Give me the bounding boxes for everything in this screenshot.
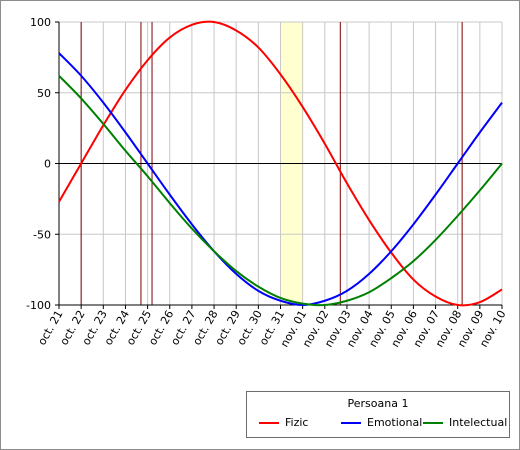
data-point-fizic: [457, 304, 459, 306]
data-point-intelectual: [80, 97, 82, 99]
data-point-fizic: [257, 46, 259, 48]
data-point-emotional: [434, 193, 436, 195]
data-point-intelectual: [479, 189, 481, 191]
data-point-fizic: [58, 201, 60, 203]
data-point-fizic: [434, 295, 436, 297]
data-point-fizic: [412, 278, 414, 280]
data-point-emotional: [368, 273, 370, 275]
data-point-intelectual: [412, 260, 414, 262]
legend-swatch-intelectual: [423, 422, 443, 424]
data-point-fizic: [169, 36, 171, 38]
data-point-intelectual: [169, 202, 171, 204]
data-point-emotional: [235, 273, 237, 275]
y-tick-label: 0: [44, 158, 51, 171]
data-point-intelectual: [390, 277, 392, 279]
data-point-emotional: [169, 193, 171, 195]
data-point-emotional: [390, 250, 392, 252]
series-line-intelectual: [58, 75, 503, 307]
y-tick-label: -100: [26, 299, 51, 312]
data-point-emotional: [279, 300, 281, 302]
data-point-intelectual: [279, 297, 281, 299]
data-point-fizic: [146, 59, 148, 61]
data-point-fizic: [235, 29, 237, 31]
data-point-intelectual: [501, 162, 503, 164]
data-point-emotional: [501, 101, 503, 103]
data-point-fizic: [191, 24, 193, 26]
legend-label-emotional: Emotional: [367, 416, 423, 429]
data-point-fizic: [368, 219, 370, 221]
data-point-fizic: [279, 73, 281, 75]
data-point-emotional: [324, 300, 326, 302]
data-point-intelectual: [58, 75, 60, 77]
data-point-emotional: [102, 101, 104, 103]
data-point-intelectual: [191, 227, 193, 229]
data-point-emotional: [479, 131, 481, 133]
data-point-intelectual: [213, 250, 215, 252]
data-point-fizic: [501, 288, 503, 290]
legend-label-intelectual: Intelectual: [449, 416, 508, 429]
data-point-emotional: [80, 75, 82, 77]
data-point-fizic: [124, 89, 126, 91]
legend-label-fizic: Fizic: [285, 416, 309, 429]
data-point-intelectual: [324, 304, 326, 306]
data-point-intelectual: [346, 300, 348, 302]
data-point-fizic: [213, 21, 215, 23]
data-point-intelectual: [301, 302, 303, 304]
y-tick-label: 50: [37, 87, 51, 100]
data-point-emotional: [412, 223, 414, 225]
data-point-emotional: [58, 52, 60, 54]
legend-swatch-fizic: [259, 422, 279, 424]
y-tick-label: -50: [33, 228, 51, 241]
data-point-intelectual: [124, 150, 126, 152]
data-point-emotional: [124, 131, 126, 133]
data-point-intelectual: [457, 215, 459, 217]
data-point-intelectual: [235, 270, 237, 272]
data-point-emotional: [257, 290, 259, 292]
data-point-emotional: [457, 162, 459, 164]
legend: Persoana 1 Fizic Emotional Intelectual: [246, 391, 510, 438]
data-point-fizic: [301, 106, 303, 108]
data-point-fizic: [324, 142, 326, 144]
series-line-emotional: [58, 52, 503, 307]
data-point-fizic: [479, 301, 481, 303]
data-point-intelectual: [434, 239, 436, 241]
data-point-emotional: [146, 162, 148, 164]
data-point-fizic: [80, 162, 82, 164]
legend-swatch-emotional: [341, 422, 361, 424]
data-point-emotional: [346, 290, 348, 292]
y-tick-label: 100: [30, 16, 51, 29]
data-point-emotional: [191, 223, 193, 225]
data-point-intelectual: [102, 123, 104, 125]
data-point-intelectual: [368, 291, 370, 293]
data-point-fizic: [346, 182, 348, 184]
data-point-intelectual: [146, 175, 148, 177]
data-point-intelectual: [257, 285, 259, 287]
legend-title: Persoana 1: [347, 397, 409, 410]
series-line-fizic: [58, 20, 503, 307]
